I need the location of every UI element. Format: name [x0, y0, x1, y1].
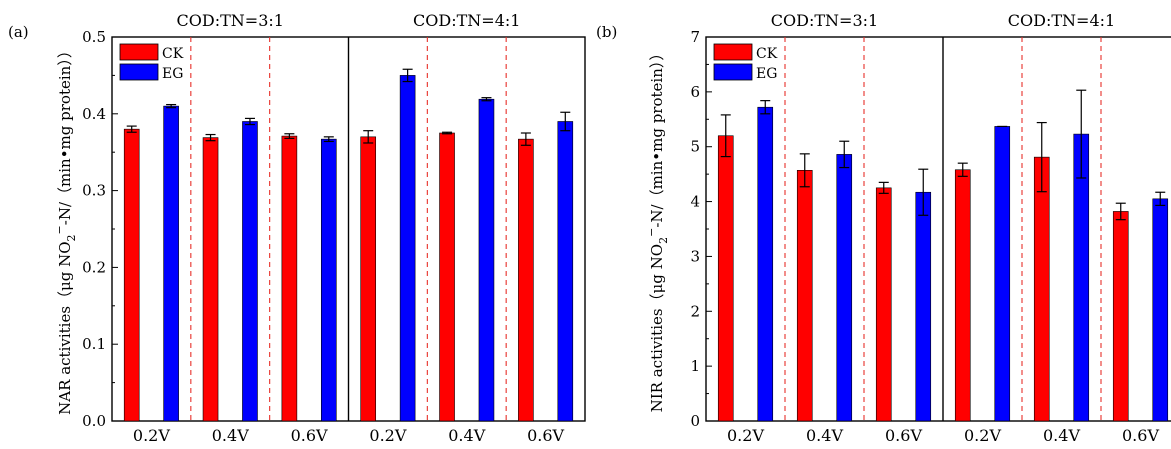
- bar-ck: [360, 136, 377, 422]
- group-title: COD:TN=3:1: [177, 11, 284, 30]
- y-tick-label: 2: [690, 302, 700, 320]
- y-tick-label: 0.0: [82, 412, 106, 430]
- legend-label-eg: EG: [756, 66, 777, 82]
- y-axis-label-main: NIR activities（μg NO: [648, 244, 666, 413]
- y-tick-label: 0.2: [82, 258, 106, 276]
- x-tick-label: 0.4V: [806, 426, 843, 445]
- bar-ck: [1033, 156, 1050, 422]
- bar-eg: [399, 75, 416, 422]
- x-tick-label: 0.4V: [1043, 426, 1080, 445]
- x-tick-label: 0.2V: [133, 426, 170, 445]
- x-tick-label: 0.6V: [1122, 426, 1159, 445]
- y-tick-label: 1: [690, 357, 700, 375]
- y-axis-label-sup: −: [645, 228, 658, 237]
- legend-swatch-eg: [119, 63, 159, 81]
- legend-swatch-ck: [119, 43, 159, 61]
- legend-swatch-eg: [713, 63, 753, 81]
- y-tick-label: 0.4: [82, 105, 106, 123]
- bar-eg: [1152, 198, 1169, 422]
- bar-eg: [163, 105, 179, 422]
- y-tick-label: 5: [690, 138, 700, 156]
- bar-ck: [123, 128, 140, 422]
- y-axis-label-main: NAR activities（μg NO: [56, 241, 74, 414]
- y-tick-label: 0.5: [82, 28, 106, 46]
- bar-eg: [478, 98, 495, 422]
- bar-ck: [202, 137, 219, 422]
- bar-eg: [242, 121, 258, 422]
- y-tick-label: 0: [690, 412, 700, 430]
- x-tick-label: 0.4V: [212, 426, 249, 445]
- bar-ck: [875, 187, 892, 422]
- panel-label: (a): [8, 23, 29, 41]
- bar-ck: [281, 135, 298, 422]
- legend-label-ck: CK: [162, 46, 184, 62]
- y-axis-label-tail: -N/（min•mg protein））: [648, 46, 666, 228]
- bar-ck: [954, 169, 971, 422]
- y-tick-label: 0.1: [82, 335, 106, 353]
- bar-ck: [1112, 211, 1129, 422]
- bar-eg: [557, 121, 574, 422]
- bar-ck: [717, 135, 734, 422]
- legend-swatch-ck: [713, 43, 753, 61]
- x-tick-label: 0.2V: [964, 426, 1001, 445]
- x-tick-label: 0.4V: [448, 426, 485, 445]
- y-tick-label: 7: [690, 28, 700, 46]
- y-tick-label: 6: [690, 83, 700, 101]
- x-tick-label: 0.6V: [291, 426, 328, 445]
- chart-panel-b: (b) COD:TN=3:1 COD:TN=4:1 0 1 2 3 4 5 6 7 0.2V 0.4V 0…: [596, 11, 1171, 445]
- y-axis-label-sup: −: [53, 225, 66, 234]
- group-title: COD:TN=4:1: [1008, 11, 1115, 30]
- y-tick-label: 4: [690, 193, 700, 211]
- bar-ck: [796, 170, 813, 422]
- legend-label-ck: CK: [756, 46, 778, 62]
- x-tick-label: 0.6V: [527, 426, 564, 445]
- group-title: COD:TN=4:1: [413, 11, 520, 30]
- bar-eg: [757, 106, 774, 422]
- y-tick-label: 3: [690, 247, 700, 265]
- panel-label: (b): [596, 23, 617, 41]
- bar-eg: [994, 126, 1011, 422]
- bar-ck: [518, 138, 534, 422]
- y-tick-label: 0.3: [82, 182, 106, 200]
- y-axis-label-sub: 2: [65, 234, 78, 241]
- bar-ck: [439, 132, 455, 422]
- bar-eg: [915, 191, 932, 422]
- y-axis-label: NIR activities（μg NO2−-N/（min•mg protein…: [645, 46, 670, 413]
- y-axis-label: NAR activities（μg NO2−-N/（min•mg protein…: [53, 43, 78, 415]
- y-axis-label-tail: -N/（min•mg protein））: [56, 43, 74, 225]
- group-title: COD:TN=3:1: [771, 11, 878, 30]
- bar-eg: [320, 138, 337, 422]
- legend-label-eg: EG: [162, 66, 183, 82]
- y-axis-label-sub: 2: [657, 237, 670, 244]
- x-tick-label: 0.2V: [727, 426, 764, 445]
- chart-panel-a: (a) COD:TN=3:1 COD:TN=4:1 0.0 0.1 0.2 0.3 0.4 0.…: [8, 11, 586, 445]
- x-tick-label: 0.2V: [369, 426, 406, 445]
- x-tick-label: 0.6V: [885, 426, 922, 445]
- bar-eg: [836, 154, 853, 422]
